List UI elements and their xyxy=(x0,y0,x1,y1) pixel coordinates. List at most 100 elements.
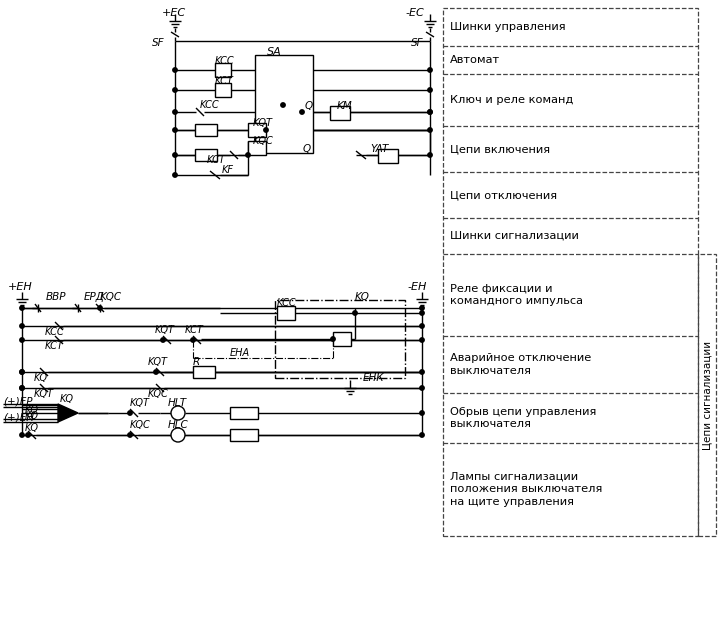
Text: -EH: -EH xyxy=(408,282,427,292)
Text: (+)ЕР: (+)ЕР xyxy=(3,397,33,407)
Circle shape xyxy=(428,110,432,114)
Circle shape xyxy=(171,406,185,420)
Text: KQ: KQ xyxy=(355,292,370,302)
Text: Цепи отключения: Цепи отключения xyxy=(450,190,557,200)
Text: KF: KF xyxy=(222,165,234,175)
Circle shape xyxy=(20,324,24,328)
Text: HLC: HLC xyxy=(168,420,189,430)
Text: KCC: KCC xyxy=(277,298,297,308)
Bar xyxy=(277,306,295,320)
Text: KCC: KCC xyxy=(200,100,219,110)
Text: KCT: KCT xyxy=(45,341,64,351)
Text: KQC: KQC xyxy=(100,292,122,302)
Text: Ключ и реле команд: Ключ и реле команд xyxy=(450,95,573,105)
Bar xyxy=(195,124,217,136)
Circle shape xyxy=(173,173,177,177)
Bar xyxy=(215,63,231,77)
Bar xyxy=(330,106,350,120)
Circle shape xyxy=(161,338,165,342)
Text: KCT: KCT xyxy=(215,76,234,86)
Text: Лампы сигнализации
положения выключателя
на щите управления: Лампы сигнализации положения выключателя… xyxy=(450,472,602,508)
Text: ЕНК: ЕНК xyxy=(363,373,384,383)
Bar xyxy=(255,55,313,153)
Circle shape xyxy=(20,370,24,374)
Circle shape xyxy=(428,68,432,72)
Bar xyxy=(698,254,716,536)
Bar xyxy=(230,429,258,441)
Circle shape xyxy=(420,311,424,315)
Circle shape xyxy=(300,110,304,114)
Circle shape xyxy=(420,411,424,415)
Text: Q: Q xyxy=(303,144,311,154)
Text: KQ: KQ xyxy=(34,373,48,383)
Circle shape xyxy=(246,153,251,157)
Text: SA: SA xyxy=(267,47,282,57)
Bar xyxy=(275,300,405,378)
Circle shape xyxy=(264,128,268,132)
Circle shape xyxy=(173,128,177,132)
Text: KQ: KQ xyxy=(25,423,39,433)
Text: KQC: KQC xyxy=(148,389,169,399)
Circle shape xyxy=(20,338,24,342)
Text: KQ: KQ xyxy=(60,394,74,404)
Bar xyxy=(195,149,217,161)
Text: KCC: KCC xyxy=(45,327,64,337)
Text: KQC: KQC xyxy=(253,136,274,146)
Circle shape xyxy=(20,386,24,390)
Circle shape xyxy=(20,386,24,390)
Text: R: R xyxy=(193,357,201,367)
Bar xyxy=(333,332,351,346)
Text: KQT: KQT xyxy=(148,357,168,367)
Text: +EC: +EC xyxy=(162,8,186,18)
Text: +EH: +EH xyxy=(8,282,33,292)
Text: -EC: -EC xyxy=(406,8,425,18)
Text: Обрыв цепи управления
выключателя: Обрыв цепи управления выключателя xyxy=(450,407,597,430)
Text: KQ: KQ xyxy=(25,405,39,415)
Text: Автомат: Автомат xyxy=(450,55,500,65)
Text: Шинки управления: Шинки управления xyxy=(450,22,565,32)
Circle shape xyxy=(98,306,102,310)
Text: Q: Q xyxy=(305,101,313,111)
Circle shape xyxy=(420,306,424,310)
Circle shape xyxy=(281,103,285,107)
Text: KCT: KCT xyxy=(185,325,204,335)
Circle shape xyxy=(331,337,335,341)
Text: KM: KM xyxy=(337,101,353,111)
Text: ЕРД: ЕРД xyxy=(84,292,105,302)
Circle shape xyxy=(173,153,177,157)
Circle shape xyxy=(420,338,424,342)
Polygon shape xyxy=(58,404,78,422)
Circle shape xyxy=(20,370,24,374)
Bar xyxy=(378,149,398,163)
Text: KCT: KCT xyxy=(207,155,226,165)
Circle shape xyxy=(173,68,177,72)
Circle shape xyxy=(153,370,159,374)
Text: SF: SF xyxy=(411,38,424,48)
Circle shape xyxy=(128,411,132,415)
Circle shape xyxy=(428,110,432,114)
Circle shape xyxy=(420,433,424,437)
Text: YAT: YAT xyxy=(370,144,388,154)
Bar xyxy=(193,366,215,378)
Text: Шинки сигнализации: Шинки сигнализации xyxy=(450,231,579,241)
Text: ЕНА: ЕНА xyxy=(230,348,250,358)
Circle shape xyxy=(20,306,24,310)
Text: Цепи включения: Цепи включения xyxy=(450,144,550,154)
Circle shape xyxy=(420,370,424,374)
Text: (+)ЕН: (+)ЕН xyxy=(3,412,34,422)
Circle shape xyxy=(191,338,195,342)
Circle shape xyxy=(428,153,432,157)
Text: Реле фиксации и
командного импульса: Реле фиксации и командного импульса xyxy=(450,284,583,306)
Text: KQC: KQC xyxy=(130,420,151,430)
Circle shape xyxy=(173,88,177,92)
Circle shape xyxy=(173,110,177,114)
Bar xyxy=(248,141,266,155)
Bar xyxy=(248,123,266,137)
Circle shape xyxy=(428,128,432,132)
Text: KQ: KQ xyxy=(25,411,39,421)
Text: KQT: KQT xyxy=(155,325,175,335)
Circle shape xyxy=(353,311,357,315)
Text: Аварийное отключение
выключателя: Аварийное отключение выключателя xyxy=(450,353,592,376)
Text: ВВР: ВВР xyxy=(46,292,67,302)
Text: SF: SF xyxy=(152,38,164,48)
